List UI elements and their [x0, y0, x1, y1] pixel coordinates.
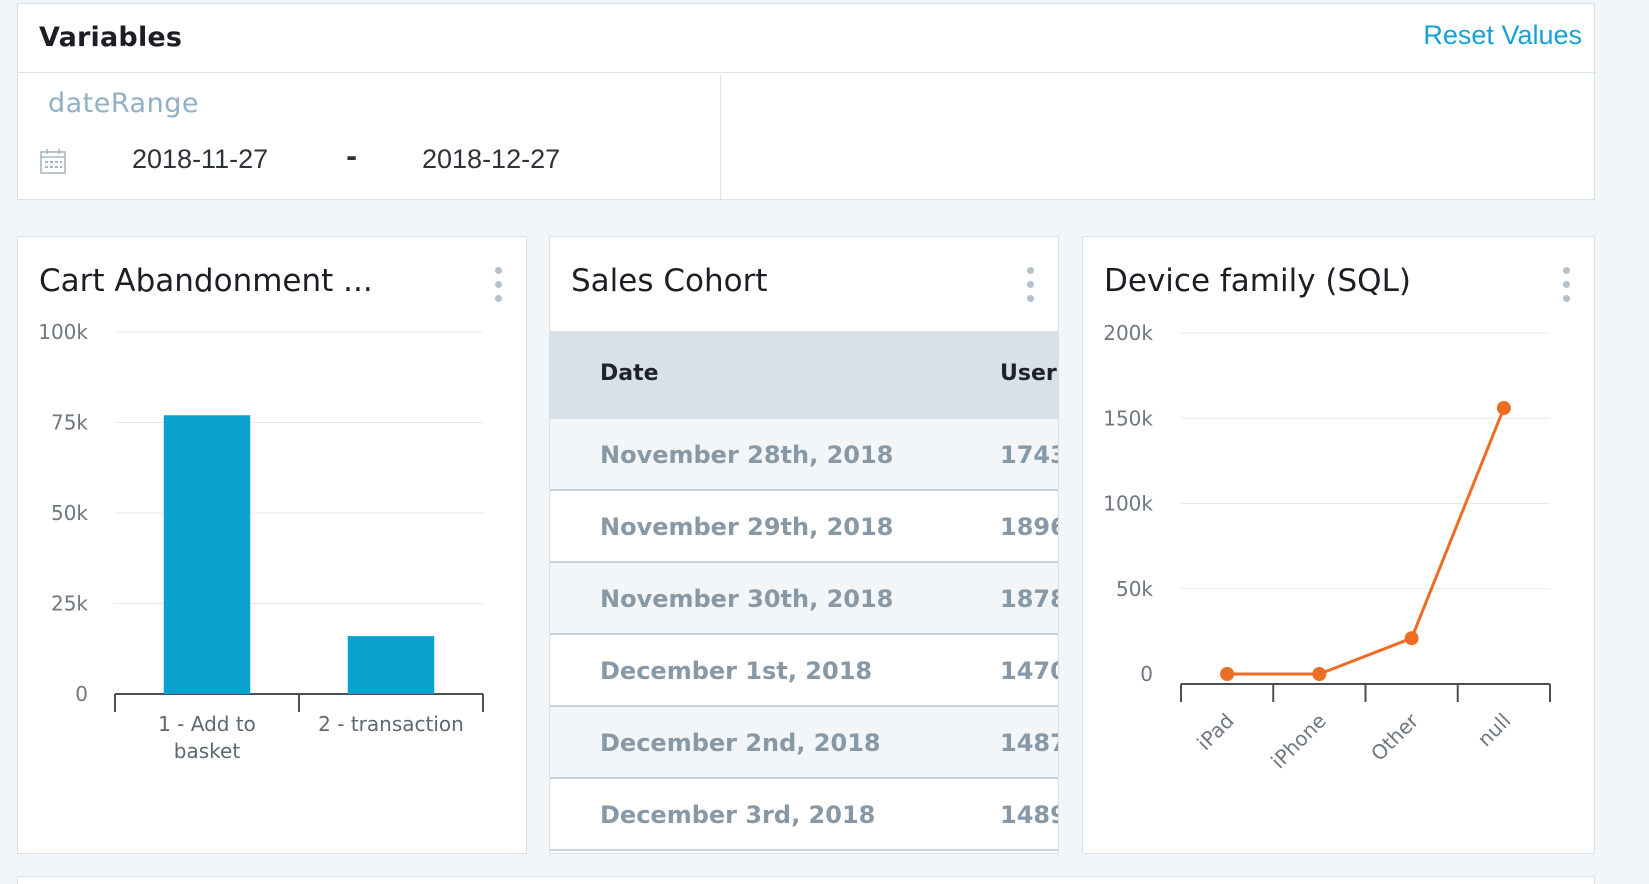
cell-users: 1743 — [1000, 441, 1058, 469]
y-tick-label: 50k — [1116, 577, 1153, 601]
cell-users: 1470 — [1000, 657, 1058, 685]
cell-date: November 29th, 2018 — [600, 513, 894, 541]
x-tick-label: 1 - Add to — [158, 712, 256, 736]
table-body: November 28th, 2018 1743 November 29th, 20… — [550, 419, 1058, 851]
cell-users: 1487 — [1000, 729, 1058, 757]
date-range-end-input[interactable]: 2018-12-27 — [422, 144, 561, 174]
x-tick-label: basket — [174, 739, 241, 763]
cart-abandonment-chart: 0 25k 50k 75k 100k 1 - Add to basket 2 - transa… — [38, 320, 484, 763]
cell-date: November 30th, 2018 — [600, 585, 894, 613]
sales-cohort-table: Date Users November 28th, 20181743Novemb… — [550, 331, 1058, 851]
table-row[interactable]: November 29th, 2018 1896 — [550, 491, 1058, 563]
data-point — [1220, 667, 1235, 681]
device-family-widget: Device family (SQL) 0 50k 100k 150k 200k iPad… — [1082, 236, 1595, 854]
data-point — [1496, 401, 1511, 416]
y-tick-label: 25k — [51, 592, 88, 616]
date-range-separator: - — [346, 142, 358, 173]
variables-panel: Variables Reset Values dateRange 2018-11… — [17, 3, 1595, 200]
variables-title: Variables — [39, 22, 183, 53]
cell-users: 1489 — [1000, 801, 1058, 829]
cart-abandonment-widget: Cart Abandonment ... 0 25k 50k 75k 100k 1 - A… — [17, 236, 527, 854]
variables-header: Variables Reset Values — [18, 4, 1594, 73]
reset-values-link[interactable]: Reset Values — [1423, 20, 1582, 50]
y-tick-label: 150k — [1103, 406, 1153, 430]
series-line — [1227, 407, 1506, 676]
y-tick-label: 100k — [38, 320, 88, 344]
y-tick-label: 0 — [1140, 662, 1153, 686]
more-options-icon[interactable] — [1026, 267, 1034, 305]
variable-daterange: dateRange 2018-11-27 - 2018-12-27 — [18, 74, 721, 200]
bar — [347, 636, 435, 694]
x-tick-label: 2 - transaction — [318, 712, 464, 736]
variable-name: dateRange — [48, 88, 199, 119]
cell-users: 1896 — [1000, 513, 1058, 541]
table-row[interactable]: November 30th, 2018 1878 — [550, 563, 1058, 635]
device-family-chart: 0 50k 100k 150k 200k iPad iPhone Other null — [1103, 321, 1551, 774]
data-point — [1404, 631, 1419, 646]
x-tick-label: null — [1473, 709, 1516, 752]
y-tick-label: 0 — [75, 682, 88, 706]
y-tick-label: 50k — [51, 501, 88, 525]
x-tick-label: Other — [1366, 708, 1424, 766]
column-header-users[interactable]: Users — [1000, 361, 1058, 386]
data-point — [1312, 667, 1327, 681]
sales-cohort-widget: Sales Cohort Date Users November 28th, 2… — [549, 236, 1059, 854]
y-tick-label: 100k — [1103, 492, 1153, 516]
y-tick-label: 75k — [51, 411, 88, 435]
more-options-icon[interactable] — [494, 267, 502, 305]
widget-title: Cart Abandonment ... — [39, 263, 373, 299]
cell-date: December 2nd, 2018 — [600, 729, 881, 757]
calendar-icon[interactable] — [40, 149, 66, 174]
widget-title: Sales Cohort — [571, 263, 768, 299]
more-options-icon[interactable] — [1562, 267, 1570, 305]
date-range-start-input[interactable]: 2018-11-27 — [132, 144, 269, 174]
table-row[interactable]: December 3rd, 2018 1489 — [550, 779, 1058, 851]
table-row[interactable]: December 1st, 2018 1470 — [550, 635, 1058, 707]
cell-users: 1878 — [1000, 585, 1058, 613]
table-row[interactable]: November 28th, 2018 1743 — [550, 419, 1058, 491]
column-header-date[interactable]: Date — [600, 361, 659, 386]
x-tick-label: iPad — [1192, 709, 1238, 755]
widget-title: Device family (SQL) — [1104, 263, 1411, 299]
cell-date: December 3rd, 2018 — [600, 801, 876, 829]
cell-date: November 28th, 2018 — [600, 441, 894, 469]
next-panel-edge — [17, 876, 1595, 884]
table-row[interactable]: December 2nd, 2018 1487 — [550, 707, 1058, 779]
bar — [163, 415, 251, 694]
cell-date: December 1st, 2018 — [600, 657, 873, 685]
table-header: Date Users — [550, 331, 1058, 419]
x-tick-label: iPhone — [1266, 709, 1331, 774]
y-tick-label: 200k — [1103, 321, 1153, 345]
